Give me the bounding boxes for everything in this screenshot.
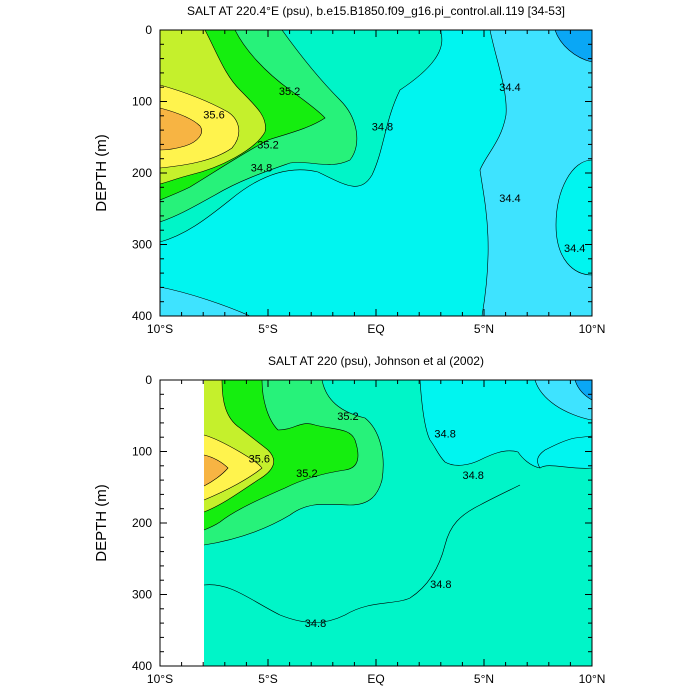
bottom-fill-orange (204, 455, 228, 486)
bottom-fill-green (204, 380, 358, 530)
bottom-panel: SALT AT 220 (psu), Johnson et al (2002) (93, 354, 605, 686)
bottom-y-tick-label: 200 (132, 516, 152, 530)
bottom-iso-line (537, 435, 592, 469)
bottom-fill-light-blue (535, 380, 592, 420)
bottom-iso-line (534, 380, 592, 421)
bottom-x-tick-label: 5°S (258, 672, 277, 686)
top-y-tick-label: 400 (132, 309, 152, 323)
bottom-iso-line (203, 380, 359, 531)
top-iso-line (160, 107, 202, 151)
top-iso-line (555, 159, 592, 276)
top-x-tick-label: 5°S (258, 322, 277, 336)
top-fill-cyan-bulge (556, 160, 592, 275)
bottom-contour-label: 34.8 (434, 429, 455, 441)
bottom-iso-line (203, 380, 384, 546)
top-x-tick-label: 5°N (474, 322, 494, 336)
bottom-iso-line (203, 484, 521, 623)
bottom-contour-labels: 35.2 35.6 35.2 34.8 34.8 34.8 34.8 (249, 411, 484, 630)
top-iso-line (160, 30, 266, 185)
bottom-contour-label: 34.8 (305, 618, 326, 630)
top-iso-line (160, 84, 240, 169)
bottom-x-tick-label: EQ (367, 672, 384, 686)
top-fill-orange (160, 108, 202, 150)
top-y-tick-label: 0 (145, 23, 152, 37)
bottom-contour-fill (204, 380, 592, 666)
top-contour-labels: 35.2 35.6 35.2 34.8 34.8 34.4 34.4 34.4 (203, 82, 585, 255)
top-fill-light-blue-sw (160, 287, 250, 316)
bottom-contour-label: 35.2 (296, 468, 317, 480)
top-y-tick-label: 200 (132, 166, 152, 180)
bottom-contour-label: 35.6 (249, 454, 270, 466)
top-contour-label: 35.2 (257, 139, 278, 151)
top-contour-label: 34.4 (499, 193, 520, 205)
top-title: SALT AT 220.4°E (psu), b.e15.B1850.f09_g… (187, 4, 565, 18)
top-iso-line (479, 30, 507, 316)
bottom-y-tick-label: 100 (132, 445, 152, 459)
bottom-iso-line (203, 454, 229, 487)
top-y-axis-label: DEPTH (m) (93, 134, 110, 212)
bottom-contour-label: 35.2 (337, 411, 358, 423)
bottom-contour-label: 34.8 (430, 579, 451, 591)
bottom-fill-cyan (420, 380, 592, 469)
top-x-tick-label: EQ (367, 322, 384, 336)
top-iso-line (160, 30, 326, 201)
bottom-contour-lines (203, 380, 592, 623)
bottom-y-tick-label: 400 (132, 659, 152, 673)
top-iso-line (160, 286, 251, 316)
top-iso-line (554, 30, 592, 63)
bottom-fill-yellow (204, 435, 262, 500)
top-panel: SALT AT 220.4°E (psu), b.e15.B1850.f09_g… (93, 4, 605, 336)
bottom-x-tick-label: 5°N (474, 672, 494, 686)
top-contour-lines (160, 30, 592, 316)
top-contour-label: 34.8 (251, 162, 272, 174)
top-iso-line (160, 30, 358, 223)
top-contour-label: 35.2 (279, 86, 300, 98)
top-x-tick-label: 10°N (579, 322, 606, 336)
bottom-iso-line (574, 380, 592, 401)
bottom-contour-label: 34.8 (462, 470, 483, 482)
bottom-axes: 10°S 5°S EQ 5°N 10°N 0 100 200 300 400 (132, 373, 605, 686)
bottom-y-axis-label: DEPTH (m) (93, 484, 110, 562)
top-x-tick-label: 10°S (147, 322, 173, 336)
top-contour-label: 35.6 (203, 109, 224, 121)
bottom-iso-line (203, 434, 263, 501)
bottom-y-tick-label: 300 (132, 588, 152, 602)
top-iso-line (160, 30, 443, 243)
top-fill-blue (555, 30, 592, 62)
bottom-iso-line (203, 380, 275, 513)
top-contour-label: 34.4 (499, 82, 520, 94)
top-y-tick-label: 300 (132, 238, 152, 252)
top-axes: 10°S 5°S EQ 5°N 10°N 0 100 200 300 400 (132, 23, 605, 336)
bottom-x-tick-label: 10°S (147, 672, 173, 686)
top-y-tick-label: 100 (132, 95, 152, 109)
top-contour-label: 34.8 (372, 122, 393, 134)
bottom-x-tick-label: 10°N (579, 672, 606, 686)
bottom-fill-blue (575, 380, 592, 400)
top-contour-fill (160, 30, 592, 316)
bottom-y-tick-label: 0 (145, 373, 152, 387)
bottom-title: SALT AT 220 (psu), Johnson et al (2002) (268, 354, 484, 368)
top-contour-label: 34.4 (564, 243, 585, 255)
